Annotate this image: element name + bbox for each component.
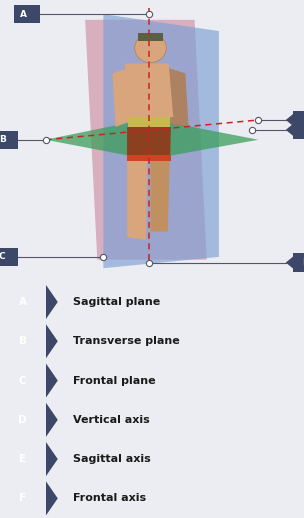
Polygon shape — [286, 124, 293, 136]
Polygon shape — [46, 441, 58, 477]
FancyBboxPatch shape — [0, 248, 18, 266]
Text: Frontal plane: Frontal plane — [74, 376, 156, 385]
Polygon shape — [128, 117, 170, 127]
Text: C: C — [0, 252, 5, 262]
FancyBboxPatch shape — [0, 131, 18, 149]
Text: Transverse plane: Transverse plane — [74, 336, 180, 346]
Polygon shape — [286, 256, 293, 269]
Text: F: F — [303, 116, 304, 124]
Text: C: C — [19, 376, 26, 385]
FancyBboxPatch shape — [293, 253, 304, 272]
Polygon shape — [46, 402, 58, 437]
Text: E: E — [19, 454, 26, 464]
Polygon shape — [103, 14, 219, 268]
Polygon shape — [46, 481, 58, 516]
Text: D: D — [302, 258, 304, 267]
Polygon shape — [112, 68, 129, 127]
Polygon shape — [127, 155, 171, 161]
Polygon shape — [167, 68, 188, 127]
Polygon shape — [127, 127, 171, 155]
FancyBboxPatch shape — [14, 5, 40, 23]
Polygon shape — [46, 284, 58, 320]
Polygon shape — [11, 251, 18, 263]
Text: A: A — [20, 10, 27, 19]
Polygon shape — [150, 161, 170, 232]
FancyBboxPatch shape — [293, 121, 304, 139]
Polygon shape — [11, 134, 18, 146]
Text: B: B — [19, 336, 27, 346]
Polygon shape — [46, 363, 58, 398]
Polygon shape — [125, 64, 173, 117]
FancyBboxPatch shape — [293, 111, 304, 129]
Text: Vertical axis: Vertical axis — [74, 415, 150, 425]
Text: E: E — [303, 125, 304, 134]
Polygon shape — [286, 114, 293, 126]
Text: D: D — [18, 415, 27, 425]
Text: Frontal axis: Frontal axis — [74, 493, 147, 503]
Polygon shape — [127, 161, 147, 240]
Polygon shape — [138, 33, 163, 41]
Polygon shape — [46, 119, 258, 160]
Circle shape — [135, 33, 166, 63]
Text: Sagittal axis: Sagittal axis — [74, 454, 151, 464]
Text: A: A — [19, 297, 27, 307]
Polygon shape — [32, 8, 40, 20]
Text: F: F — [19, 493, 26, 503]
Polygon shape — [46, 324, 58, 359]
Polygon shape — [85, 20, 207, 260]
Text: B: B — [0, 135, 6, 144]
Text: Sagittal plane: Sagittal plane — [74, 297, 161, 307]
